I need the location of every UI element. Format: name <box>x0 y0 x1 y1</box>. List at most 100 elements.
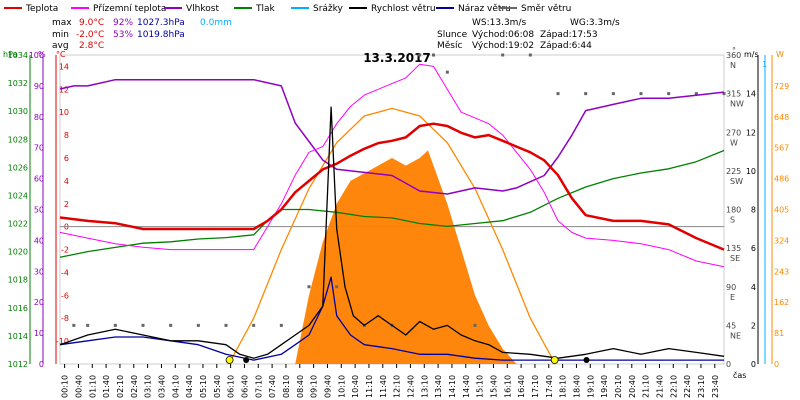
x-axis-label: čas <box>733 370 746 380</box>
x-tick-1: 00:40 <box>74 375 83 398</box>
direction-point-5 <box>196 323 200 327</box>
direction-point-3 <box>141 323 145 327</box>
x-tick-36: 18:10 <box>559 375 568 398</box>
x-tick-6: 03:10 <box>144 375 153 398</box>
legend: Teplota Přízemní teplota Vlhkost Tlak Srážky… <box>4 4 571 14</box>
x-tick-28: 14:10 <box>448 375 457 398</box>
sunrise-marker <box>225 356 234 364</box>
x-tick-22: 11:10 <box>365 375 374 398</box>
x-tick-19: 09:40 <box>323 375 332 398</box>
x-tick-13: 06:40 <box>240 375 249 398</box>
press-tick-8: 1018 <box>8 276 28 285</box>
plot-series <box>59 53 726 365</box>
temp-tick-2: 10 <box>59 108 69 117</box>
x-tick-32: 16:10 <box>503 375 512 398</box>
info-ws: WS:13.3m/s <box>472 18 526 28</box>
hum-tick-1: 90 <box>34 82 44 91</box>
direction-point-18 <box>528 53 532 57</box>
x-tick-46: 23:10 <box>697 375 706 398</box>
x-tick-18: 09:10 <box>310 375 319 398</box>
press-axis-unit: hPa <box>3 50 18 59</box>
legend-label-3: Tlak <box>255 4 276 14</box>
solar-tick-9: 0 <box>774 360 779 369</box>
press-tick-6: 1022 <box>8 220 28 229</box>
direction-point-22 <box>639 92 643 96</box>
direction-point-21 <box>611 92 615 96</box>
direction-point-20 <box>584 92 588 96</box>
dir-tick-2: 270 <box>726 128 741 137</box>
x-tick-47: 23:40 <box>711 375 720 398</box>
x-tick-25: 12:40 <box>406 375 415 398</box>
temp-tick-11: -8 <box>61 314 69 323</box>
stats-avg-label: avg <box>52 41 69 51</box>
press-tick-5: 1024 <box>8 191 28 200</box>
direction-point-25 <box>722 92 726 96</box>
hum-axis-unit: % <box>38 50 46 59</box>
x-tick-2: 01:10 <box>88 375 97 398</box>
x-tick-12: 06:10 <box>227 375 236 398</box>
direction-point-2 <box>113 323 117 327</box>
wind-tick-0: 14 <box>746 90 756 99</box>
temp-tick-8: -2 <box>61 246 69 255</box>
x-tick-35: 17:40 <box>545 375 554 398</box>
x-tick-33: 16:40 <box>517 375 526 398</box>
x-tick-10: 05:10 <box>199 375 208 398</box>
hum-tick-10: 0 <box>39 360 44 369</box>
solar-tick-7: 162 <box>774 298 789 307</box>
hum-tick-0: 100 <box>29 51 44 60</box>
dir-label-4: S <box>730 216 735 225</box>
x-tick-3: 01:40 <box>102 375 111 398</box>
temp-tick-6: 2 <box>64 200 69 209</box>
wind-tick-5: 4 <box>751 283 756 292</box>
dir-tick-8: 0 <box>726 360 731 369</box>
solar-tick-2: 567 <box>774 144 789 153</box>
dir-label-5: SE <box>730 254 740 263</box>
press-tick-0: 1034 <box>8 51 28 60</box>
rain-tick-0: 1 <box>762 60 767 69</box>
solar-tick-0: 729 <box>774 82 789 91</box>
direction-point-6 <box>224 323 228 327</box>
temp-tick-9: -4 <box>61 268 69 277</box>
press-tick-10: 1014 <box>8 332 28 341</box>
direction-point-14 <box>432 53 435 57</box>
hum-tick-7: 30 <box>34 267 44 276</box>
stats-max-label: max <box>52 18 72 28</box>
stats-min-press: 1019.8hPa <box>137 30 185 40</box>
dir-tick-0: 360 <box>726 51 741 60</box>
press-tick-9: 1016 <box>8 304 28 313</box>
solar-tick-6: 243 <box>774 267 789 276</box>
x-tick-4: 02:10 <box>116 375 125 398</box>
x-tick-38: 19:10 <box>586 375 595 398</box>
solar-area <box>295 150 517 364</box>
x-tick-15: 07:40 <box>268 375 277 398</box>
wind-tick-3: 8 <box>751 206 756 215</box>
x-tick-26: 13:10 <box>420 375 429 398</box>
stats-max-rain: 0.0mm <box>200 18 232 28</box>
x-tick-44: 22:10 <box>669 375 678 398</box>
hum-tick-5: 50 <box>34 206 44 215</box>
dir-tick-7: 45 <box>726 321 736 330</box>
hum-tick-3: 70 <box>34 144 44 153</box>
stats-min-label: min <box>52 30 69 40</box>
wind-gust-line <box>59 276 724 361</box>
direction-point-23 <box>667 92 671 96</box>
x-tick-39: 19:40 <box>600 375 609 398</box>
x-tick-0: 00:10 <box>61 375 70 398</box>
info-wg: WG:3.3m/s <box>570 18 620 28</box>
stats-max-press: 1027.3hPa <box>137 18 185 28</box>
press-tick-7: 1020 <box>8 248 28 257</box>
x-tick-27: 13:40 <box>434 375 443 398</box>
dir-tick-5: 135 <box>726 244 741 253</box>
dir-label-6: E <box>730 293 735 302</box>
x-tick-8: 04:10 <box>171 375 180 398</box>
sunset-marker <box>550 356 559 364</box>
legend-label-6: Náraz větru <box>458 4 511 14</box>
moonset-marker <box>243 357 250 363</box>
temp-tick-12: -10 <box>56 337 69 346</box>
x-tick-42: 21:10 <box>642 375 651 398</box>
press-tick-3: 1028 <box>8 135 28 144</box>
legend-label-7: Směr větru <box>521 4 571 14</box>
solar-tick-5: 324 <box>774 236 789 245</box>
